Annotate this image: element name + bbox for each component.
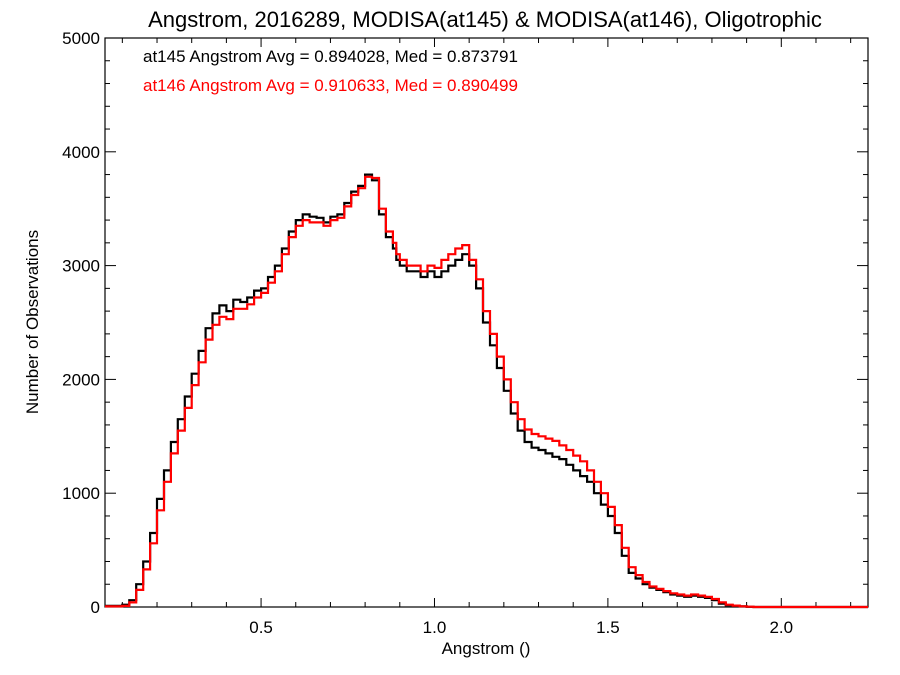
x-tick-label: 1.5 [596, 618, 620, 637]
x-tick-label: 1.0 [423, 618, 447, 637]
legend-entry-at146: at146 Angstrom Avg = 0.910633, Med = 0.8… [143, 76, 518, 95]
axis-tick-labels: 0.5 1.0 1.5 2.0 0 1000 2000 3000 4000 5000 [62, 29, 793, 637]
y-tick-label: 4000 [62, 143, 100, 162]
chart-title: Angstrom, 2016289, MODISA(at145) & MODIS… [148, 7, 822, 32]
y-tick-label: 2000 [62, 370, 100, 389]
x-axis-label: Angstrom () [442, 639, 531, 658]
y-tick-label: 5000 [62, 29, 100, 48]
series-lines [105, 173, 868, 609]
plot-frame [104, 37, 869, 608]
series-line-at145 [105, 173, 868, 609]
legend-entry-at145: at145 Angstrom Avg = 0.894028, Med = 0.8… [143, 47, 518, 66]
x-tick-label: 2.0 [769, 618, 793, 637]
y-axis-label: Number of Observations [23, 230, 42, 414]
y-tick-label: 3000 [62, 257, 100, 276]
y-tick-label: 0 [91, 598, 100, 617]
x-tick-label: 0.5 [249, 618, 273, 637]
y-tick-label: 1000 [62, 484, 100, 503]
series-line-at146 [105, 175, 868, 609]
